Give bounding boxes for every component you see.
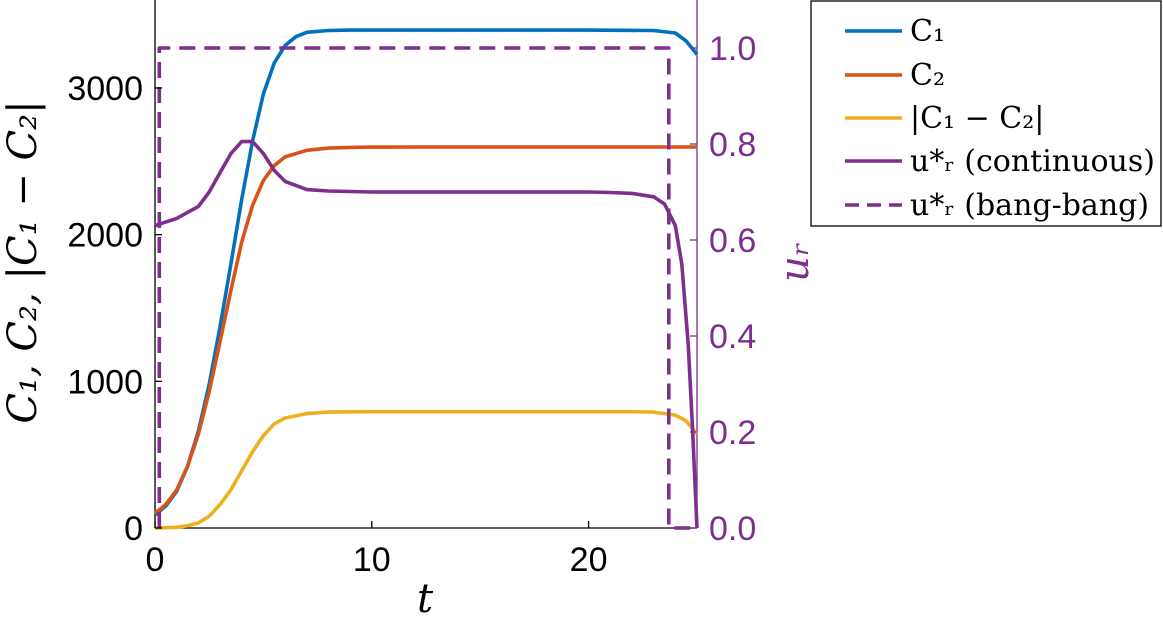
y-right-tick-label: 0.6 bbox=[709, 222, 756, 260]
x-tick-label: 0 bbox=[146, 541, 165, 579]
x-axis-label: t bbox=[417, 576, 434, 619]
series-line-4 bbox=[154, 139, 699, 529]
y-right-tick-label: 0.4 bbox=[709, 318, 756, 356]
series-line-2 bbox=[153, 145, 697, 515]
y-axis-left-label: C₁, C₂, |C₁ − C₂| bbox=[0, 100, 46, 423]
legend-label-1: C₁ bbox=[910, 14, 945, 49]
legend-label-3: |C₁ − C₂| bbox=[910, 101, 1044, 136]
legend-label-5: u*ᵣ (bang-bang) bbox=[910, 188, 1149, 223]
y-left-tick-label: 2000 bbox=[67, 217, 143, 255]
y-right-tick-label: 0.0 bbox=[709, 510, 756, 548]
series-layer bbox=[153, 28, 699, 530]
y-right-tick-label: 1.0 bbox=[709, 30, 756, 68]
legend-label-2: C₂ bbox=[910, 58, 945, 93]
ticks-layer: 0 1000 2000 3000 0.0 0.2 0.4 0.6 0.8 1.0 0 10 20 bbox=[67, 30, 756, 579]
legend-label-4: u*ᵣ (continuous) bbox=[910, 144, 1155, 179]
series-line-3 bbox=[154, 409, 699, 530]
y-left-tick-label: 3000 bbox=[67, 70, 143, 108]
y-right-tick-label: 0.2 bbox=[709, 414, 756, 452]
x-tick-label: 20 bbox=[570, 541, 608, 579]
y-right-tick-label: 0.8 bbox=[709, 126, 756, 164]
y-axis-right-label: uᵣ bbox=[772, 242, 818, 282]
legend: C₁ C₂ |C₁ − C₂| u*ᵣ (continuous) u*ᵣ (bang-b… bbox=[810, 0, 1162, 227]
x-tick-label: 10 bbox=[353, 541, 391, 579]
y-left-tick-label: 1000 bbox=[67, 363, 143, 401]
y-left-tick-label: 0 bbox=[124, 510, 143, 548]
legend-box bbox=[810, 0, 1162, 227]
series-line-5 bbox=[157, 46, 697, 530]
